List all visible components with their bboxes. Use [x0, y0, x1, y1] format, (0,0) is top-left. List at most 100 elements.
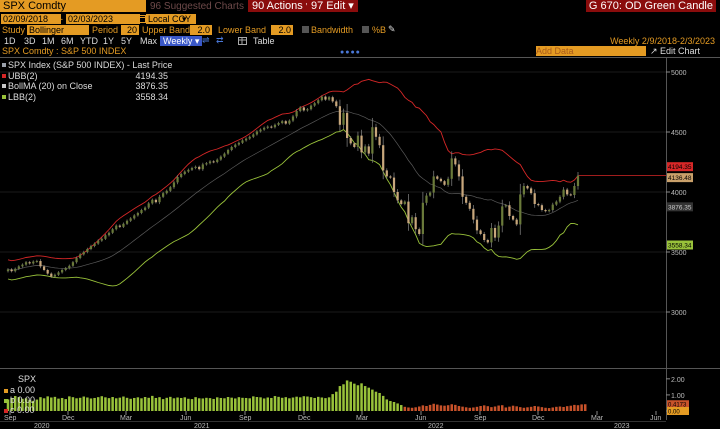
lower-bar — [190, 399, 194, 411]
upper-band-field[interactable]: 2.0 — [190, 25, 212, 35]
candle — [382, 145, 385, 171]
bandwidth-checkbox[interactable] — [302, 26, 309, 33]
candle — [61, 270, 64, 273]
period-1y-button[interactable]: 1Y — [103, 36, 115, 46]
lower-bar — [75, 398, 78, 411]
candle — [418, 229, 421, 234]
legend-item[interactable]: BollMA (20) on Close 3876.35 — [0, 81, 200, 92]
candle — [569, 194, 572, 196]
candle — [295, 111, 298, 117]
lower-bar — [436, 404, 439, 411]
upper-band-line — [7, 78, 579, 262]
ticker-field[interactable]: SPX Comdty — [0, 0, 146, 12]
table-icon[interactable] — [238, 37, 247, 47]
period-5y-button[interactable]: 5Y — [121, 36, 133, 46]
add-data-field[interactable]: Add Data — [536, 46, 646, 56]
price-tags: 4194.35 4136.48 3876.35 3558.34 — [667, 162, 693, 250]
lower-bar — [53, 396, 57, 411]
period-6m-button[interactable]: 6M — [61, 36, 74, 46]
lower-bar — [133, 397, 136, 411]
top-bar: SPX Comdty 96 Suggested Charts 90 Action… — [0, 0, 720, 13]
start-date-field[interactable]: 02/09/2018 — [1, 14, 61, 24]
date-bar: 02/09/2018 - 02/03/2023 Local CCY ▾ — [0, 13, 720, 25]
candle — [454, 158, 457, 165]
upper-band-label: Upper Band — [142, 25, 191, 35]
candle — [371, 127, 374, 154]
currency-select[interactable]: Local CCY — [146, 14, 196, 24]
period-max-button[interactable]: Max — [140, 36, 158, 46]
legend-item[interactable]: SPX Index (S&P 500 INDEX) - Last Price — [0, 60, 200, 71]
lower-bar — [6, 399, 10, 411]
legend-item[interactable]: LBB(2) 3558.34 — [0, 92, 200, 103]
candle — [486, 240, 489, 243]
candle — [324, 96, 327, 100]
candle — [511, 216, 515, 220]
candle — [284, 121, 287, 124]
lower-bar — [389, 401, 392, 411]
lower-bar — [432, 403, 435, 411]
lower-tag-label: 0.00 — [668, 410, 680, 416]
pctb-checkbox[interactable] — [362, 26, 369, 33]
candle — [281, 121, 284, 123]
period-1m-button[interactable]: 1M — [42, 36, 55, 46]
lower-bar — [273, 396, 277, 411]
lower-bar — [439, 405, 443, 411]
lower-bar — [522, 407, 526, 411]
chevron-down-icon: ▾ — [182, 14, 187, 24]
suggested-charts-button[interactable]: 96 Suggested Charts — [150, 1, 244, 12]
actions-menu[interactable]: 90 Actions ▾ — [248, 0, 316, 12]
lower-bar — [540, 407, 544, 411]
more-icon[interactable]: ●●●● — [340, 49, 361, 56]
candle — [46, 270, 49, 274]
edit-chart-button[interactable]: ↗ Edit Chart — [650, 46, 701, 56]
chart-type-icon[interactable]: ⇌ — [202, 35, 210, 45]
edit-menu[interactable]: 97 Edit ▾ — [307, 0, 358, 12]
candle — [508, 205, 511, 216]
candle — [573, 186, 576, 195]
lower-bar — [96, 397, 100, 411]
legend-item[interactable]: UBB(2) 4194.35 — [0, 71, 200, 82]
legend-swatch — [2, 63, 6, 67]
calendar-icon[interactable] — [138, 14, 146, 25]
period-3d-button[interactable]: 3D — [24, 36, 36, 46]
lower-bar — [396, 403, 399, 411]
candle — [306, 109, 309, 111]
candle — [490, 228, 493, 243]
candle — [24, 262, 28, 265]
lower-band-field[interactable]: 2.0 — [271, 25, 293, 35]
lower-y-tick-label: 1.00 — [671, 393, 685, 400]
period-field[interactable]: 20 — [121, 25, 139, 35]
period-1d-button[interactable]: 1D — [4, 36, 16, 46]
candle — [230, 147, 233, 150]
lower-bar — [407, 407, 410, 411]
lower-bar — [573, 404, 576, 411]
study-select[interactable]: Bollinger — [27, 25, 89, 35]
lower-bar — [107, 398, 111, 411]
candle — [288, 120, 291, 124]
x-tick-label: Mar — [591, 415, 604, 422]
candle — [342, 112, 345, 125]
lower-bar — [374, 391, 378, 411]
lower-bar — [39, 397, 42, 411]
candle — [374, 127, 378, 137]
lower-bar — [576, 405, 580, 411]
frequency-select[interactable]: Weekly ▾ — [160, 36, 203, 46]
end-date-field[interactable]: 02/03/2023 — [66, 14, 140, 24]
period-ytd-button[interactable]: YTD — [80, 36, 98, 46]
legend-swatch — [4, 409, 8, 413]
candle — [82, 252, 85, 255]
lower-y-tick-label: 2.00 — [671, 377, 685, 384]
candle — [277, 123, 280, 125]
lower-bar — [461, 406, 464, 411]
table-button[interactable]: Table — [253, 36, 275, 46]
candle — [244, 138, 248, 141]
lower-bar — [353, 383, 356, 411]
compare-icon[interactable]: ⇄ — [216, 35, 224, 45]
lower-bar — [497, 405, 500, 411]
lower-bar — [428, 404, 432, 411]
lower-bar — [468, 407, 472, 411]
pencil-icon[interactable]: ✎ — [388, 24, 396, 34]
lower-bar — [13, 396, 17, 411]
lower-bar — [316, 396, 320, 411]
